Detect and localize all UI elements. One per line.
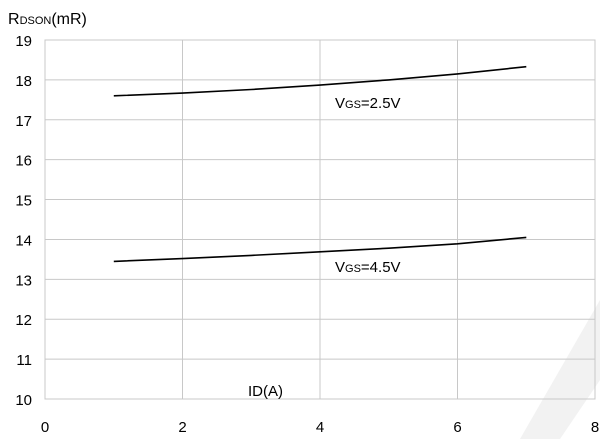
x-tick-label: 0 bbox=[41, 419, 49, 436]
grid bbox=[44, 39, 596, 400]
y-tick-label: 15 bbox=[15, 193, 32, 210]
x-tick-label: 8 bbox=[591, 419, 599, 436]
y-tick-label: 16 bbox=[15, 153, 32, 170]
series-line bbox=[113, 236, 527, 263]
series-label: VGS=4.5V bbox=[335, 259, 401, 276]
y-tick-label: 11 bbox=[16, 352, 32, 369]
y-tick-label: 14 bbox=[15, 232, 32, 249]
x-tick-label: 2 bbox=[178, 419, 186, 436]
y-tick-labels: 10 11 12 13 14 15 16 17 18 19 bbox=[15, 33, 32, 409]
plot-frame bbox=[44, 39, 596, 400]
y-tick-label: 13 bbox=[15, 272, 32, 289]
x-tick-label: 6 bbox=[453, 419, 461, 436]
x-tick-label: 4 bbox=[316, 419, 324, 436]
series: VGS=2.5V VGS=4.5V bbox=[113, 65, 527, 276]
y-axis-label: RDSON(mR) bbox=[8, 11, 87, 28]
y-tick-label: 18 bbox=[15, 73, 32, 90]
y-tick-label: 12 bbox=[15, 312, 32, 329]
y-tick-label: 10 bbox=[15, 392, 32, 409]
series-line bbox=[113, 65, 527, 97]
x-axis-label: ID(A) bbox=[248, 383, 283, 400]
x-tick-labels: 0 2 4 6 8 bbox=[41, 419, 599, 436]
series-label: VGS=2.5V bbox=[335, 95, 401, 112]
watermark-stroke bbox=[520, 300, 600, 439]
y-tick-label: 19 bbox=[15, 33, 32, 50]
y-tick-label: 17 bbox=[15, 113, 32, 130]
